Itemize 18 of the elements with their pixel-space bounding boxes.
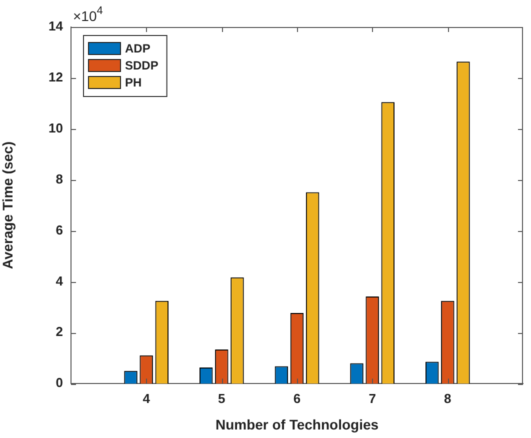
x-tick-label: 4 xyxy=(142,390,151,406)
x-axis-title: Number of Technologies xyxy=(215,416,379,432)
x-tick-label: 5 xyxy=(218,390,226,406)
y-tick-label: 12 xyxy=(48,70,63,85)
y-tick-label: 10 xyxy=(48,120,63,136)
x-tick-label: 6 xyxy=(293,390,301,406)
y-tick-label: 8 xyxy=(56,171,63,186)
y-tick-label: 4 xyxy=(56,273,64,288)
legend-label: PH xyxy=(125,75,142,90)
legend-label: ADP xyxy=(125,41,150,56)
y-axis-title: Average Time (sec) xyxy=(0,141,16,270)
y-tick-label: 0 xyxy=(56,375,63,390)
y-tick-label: 2 xyxy=(56,324,63,340)
y-tick-label: 6 xyxy=(56,222,63,238)
legend-label: SDDP xyxy=(125,58,158,72)
x-tick-label: 8 xyxy=(444,390,452,406)
y-tick-label: 14 xyxy=(48,18,64,34)
x-tick-label: 7 xyxy=(368,390,376,406)
